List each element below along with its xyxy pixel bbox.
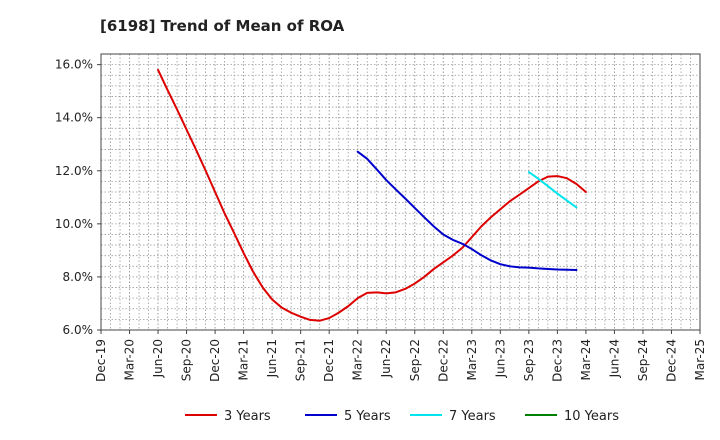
x-tick-label: Mar-21 <box>237 339 251 380</box>
axes: 6.0% 8.0% 10.0% 12.0% 14.0% 16.0% Dec-19 Mar-20… <box>55 53 707 382</box>
x-tick-label: Jun-22 <box>379 339 393 378</box>
legend-label: 3 Years <box>224 409 271 424</box>
x-tick-label: Mar-25 <box>693 339 707 380</box>
series-lines <box>157 68 587 322</box>
y-tick-label: 8.0% <box>63 270 94 284</box>
y-tick-label: 12.0% <box>55 164 93 178</box>
legend-label: 10 Years <box>564 409 619 424</box>
plot-area <box>101 54 700 330</box>
y-tick-label: 10.0% <box>55 217 93 231</box>
x-tick-label: Sep-21 <box>294 339 308 381</box>
plot-frame <box>100 53 701 331</box>
grid <box>101 54 700 330</box>
legend-label: 5 Years <box>344 409 391 424</box>
x-tick-label: Jun-21 <box>265 339 279 378</box>
x-tick-label: Sep-23 <box>522 339 536 381</box>
x-tick-label: Dec-20 <box>208 339 222 382</box>
series-line-3-years <box>157 68 587 322</box>
x-tick-label: Mar-20 <box>123 339 137 380</box>
series-line-7-years <box>527 171 578 209</box>
x-tick-label: Dec-24 <box>664 339 678 382</box>
x-tick-label: Sep-22 <box>408 339 422 381</box>
x-tick-label: Sep-24 <box>636 339 650 381</box>
chart-title: [6198] Trend of Mean of ROA <box>100 17 345 35</box>
x-tick-label: Mar-24 <box>579 339 593 380</box>
y-tick-label: 6.0% <box>63 323 94 337</box>
x-tick-label: Jun-20 <box>151 339 165 378</box>
x-tick-label: Sep-20 <box>180 339 194 381</box>
y-tick-label: 16.0% <box>55 58 93 72</box>
x-tick-label: Mar-23 <box>465 339 479 380</box>
series-line-5-years <box>356 150 578 272</box>
y-tick-label: 14.0% <box>55 111 93 125</box>
x-tick-label: Dec-22 <box>436 339 450 382</box>
x-tick-label: Mar-22 <box>351 339 365 380</box>
x-tick-label: Jun-23 <box>493 339 507 378</box>
legend: 3 Years 5 Years 7 Years 10 Years <box>185 409 619 424</box>
x-tick-label: Dec-21 <box>322 339 336 382</box>
legend-label: 7 Years <box>449 409 496 424</box>
x-tick-label: Dec-19 <box>94 339 108 382</box>
x-tick-label: Jun-24 <box>607 339 621 378</box>
x-tick-label: Dec-23 <box>550 339 564 382</box>
